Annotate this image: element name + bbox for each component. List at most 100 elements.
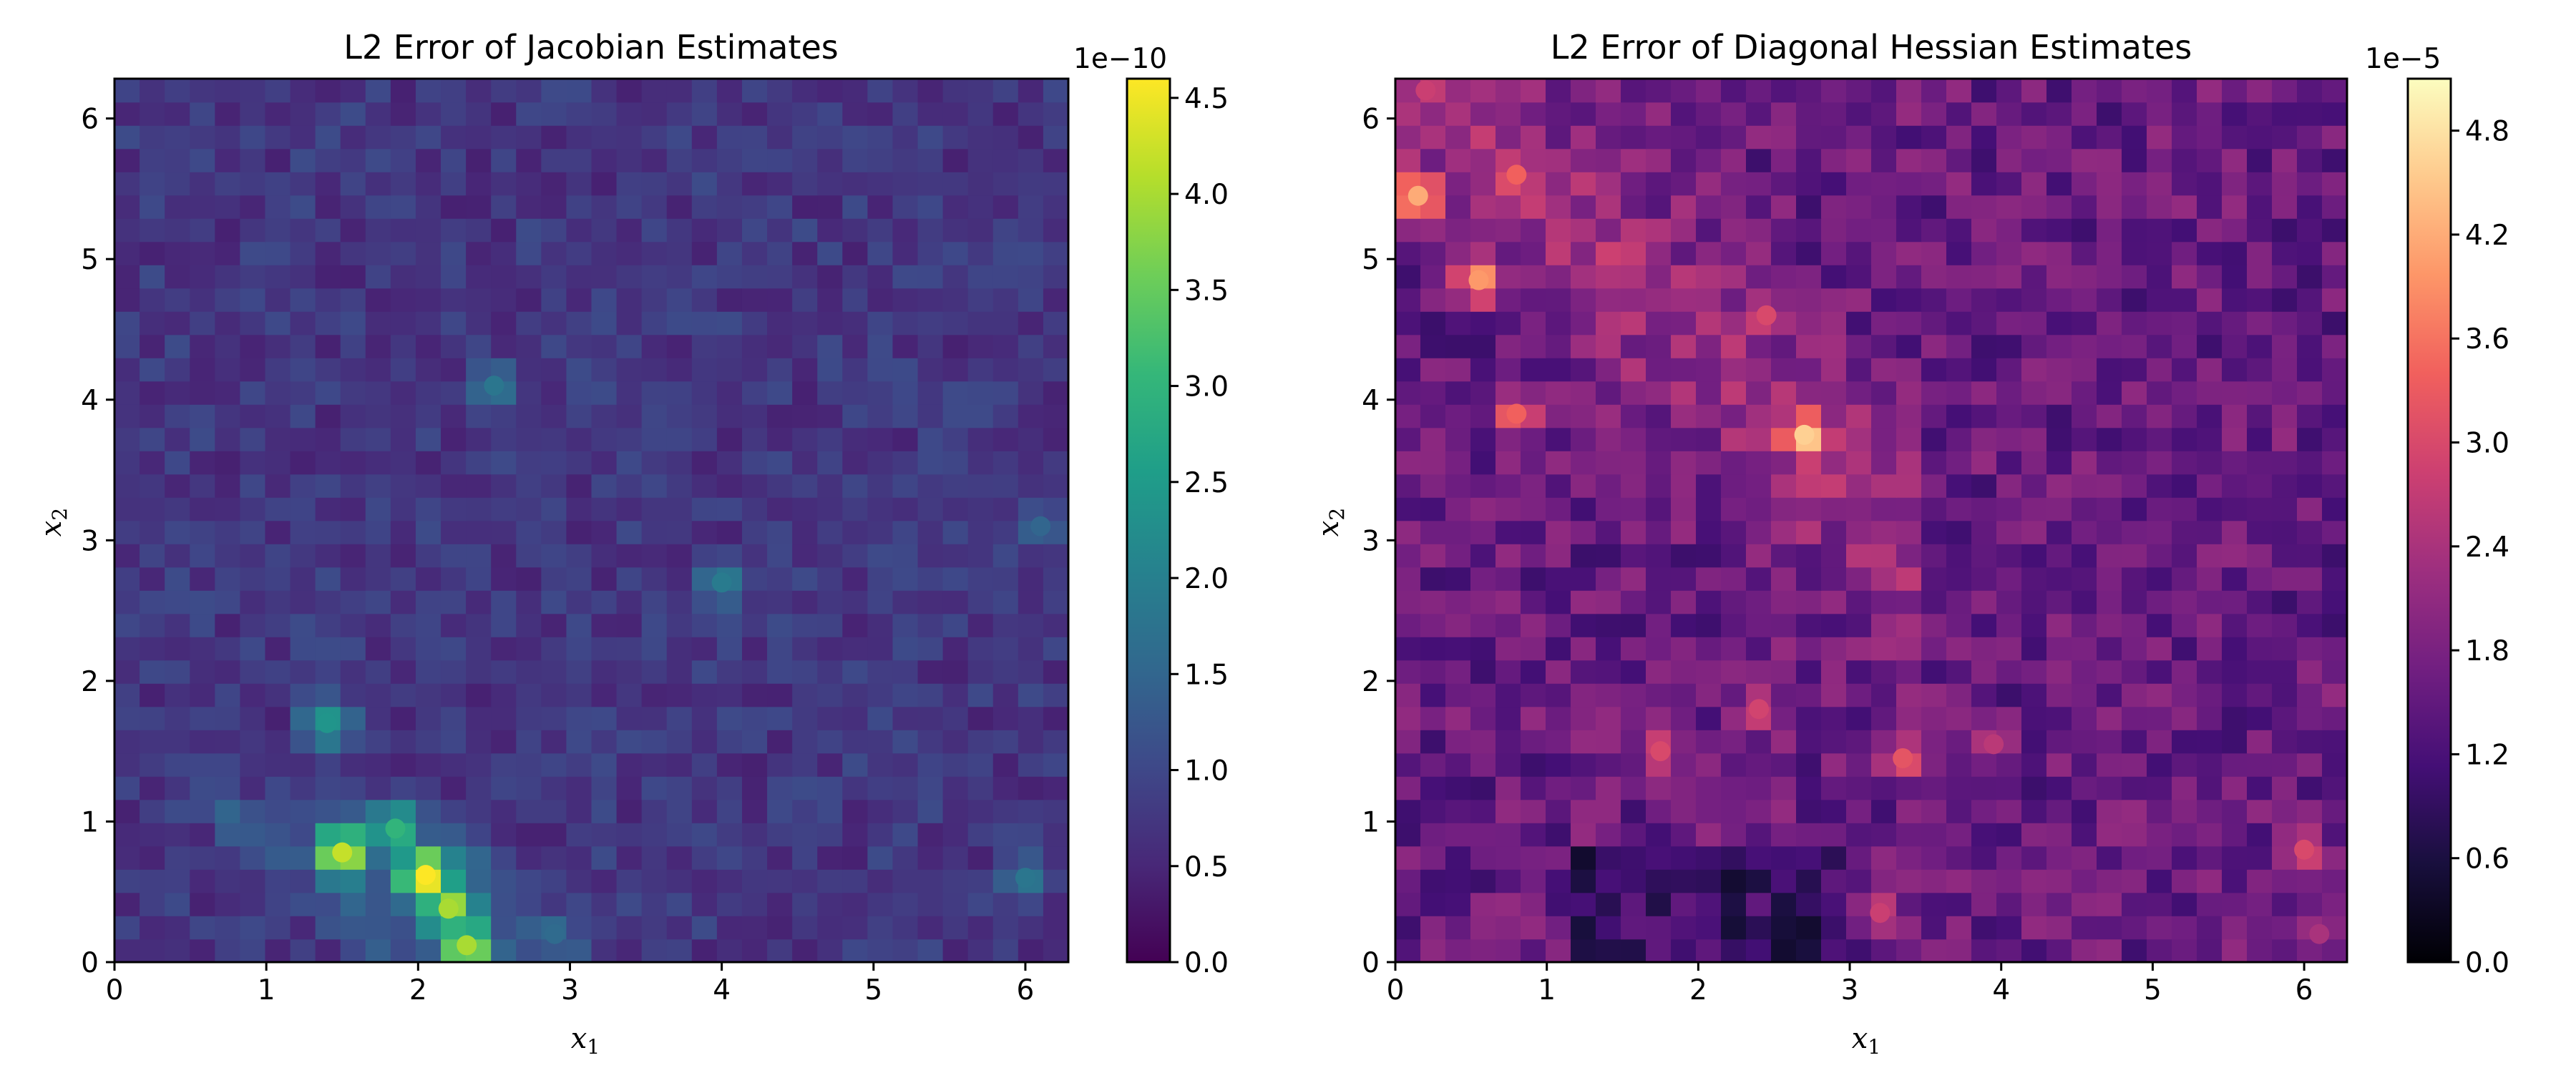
heatmap-cell (2147, 79, 2172, 103)
heatmap-cell (566, 520, 592, 544)
heatmap-cell (415, 79, 441, 103)
heatmap-cell (541, 241, 567, 265)
heatmap-cell (215, 846, 241, 870)
heatmap-cell (892, 79, 919, 103)
heatmap-cell (1921, 79, 1947, 103)
heatmap-cell (240, 939, 266, 962)
heatmap-cell (2046, 451, 2072, 475)
heatmap-cell (390, 265, 416, 289)
heatmap-cell (1546, 823, 1571, 847)
heatmap-cell (541, 451, 567, 475)
heatmap-cell (1596, 381, 1621, 405)
x-tick-label: 0 (1387, 974, 1405, 1006)
heatmap-cell (1546, 683, 1571, 707)
heatmap-cell (2322, 590, 2347, 614)
heatmap-cell (1018, 823, 1044, 847)
heatmap-cell (1971, 916, 1997, 940)
heatmap-cell (566, 706, 592, 730)
heatmap-cell (1470, 613, 1496, 637)
heatmap-cell (2046, 753, 2072, 777)
heatmap-cell (892, 497, 919, 521)
heatmap-cell (466, 125, 492, 150)
heatmap-cell (1771, 869, 1797, 893)
heatmap-cell (265, 823, 291, 847)
heatmap-cell (1420, 358, 1446, 382)
hotspot-peak (415, 865, 436, 886)
heatmap-cell (315, 381, 341, 405)
heatmap-cell (1996, 381, 2022, 405)
heatmap-cell (1896, 544, 1922, 568)
heatmap-cell (666, 939, 693, 962)
heatmap-cell (1971, 311, 1997, 335)
heatmap-cell (1946, 427, 1972, 451)
heatmap-cell (2147, 660, 2172, 684)
heatmap-cell (1546, 427, 1571, 451)
heatmap-cell (340, 660, 366, 684)
heatmap-cell (1996, 474, 2022, 498)
heatmap-cell (1646, 381, 1672, 405)
heatmap-cell (1971, 846, 1997, 870)
heatmap-cell (691, 590, 718, 614)
heatmap-cell (1043, 567, 1068, 591)
heatmap-cell (315, 590, 341, 614)
heatmap-cell (165, 288, 191, 312)
heatmap-cell (541, 637, 567, 661)
heatmap-cell (491, 520, 517, 544)
heatmap-cell (340, 799, 366, 823)
heatmap-cell (792, 683, 819, 707)
heatmap-cell (1896, 776, 1922, 800)
heatmap-cell (1546, 218, 1571, 242)
heatmap-cell (1470, 520, 1496, 544)
heatmap-cell (867, 79, 894, 103)
heatmap-cell (1821, 730, 1847, 754)
heatmap-cell (1796, 474, 1822, 498)
heatmap-cell (1896, 451, 1922, 475)
heatmap-cell (741, 590, 768, 614)
heatmap-cell (2122, 567, 2147, 591)
heatmap-cell (1971, 590, 1997, 614)
heatmap-cell (2097, 288, 2122, 312)
heatmap-cell (842, 474, 869, 498)
heatmap-cell (967, 241, 994, 265)
heatmap-cell (365, 358, 391, 382)
heatmap-cell (1018, 637, 1044, 661)
heatmap-cell (215, 613, 241, 637)
heatmap-cell (190, 823, 216, 847)
heatmap-cell (1896, 590, 1922, 614)
heatmap-cell (1871, 311, 1897, 335)
heatmap-cell (2021, 683, 2047, 707)
heatmap-cell (942, 404, 969, 428)
heatmap-cell (1796, 358, 1822, 382)
heatmap-cell (541, 892, 567, 916)
heatmap-cell (892, 730, 919, 754)
heatmap-cell (867, 590, 894, 614)
heatmap-cell (1043, 590, 1068, 614)
heatmap-cell (1771, 474, 1797, 498)
heatmap-cell (2097, 195, 2122, 219)
heatmap-cell (1671, 753, 1697, 777)
heatmap-cell (867, 613, 894, 637)
heatmap-cell (265, 846, 291, 870)
heatmap-cell (491, 195, 517, 219)
heatmap-cell (1420, 892, 1446, 916)
heatmap-cell (2297, 381, 2323, 405)
heatmap-cell (1821, 776, 1847, 800)
heatmap-cell (340, 102, 366, 126)
heatmap-cell (591, 102, 618, 126)
heatmap-cell (641, 846, 668, 870)
heatmap-cell (2147, 288, 2172, 312)
heatmap-cell (1896, 288, 1922, 312)
heatmap-cell (817, 334, 844, 358)
heatmap-cell (1846, 334, 1872, 358)
heatmap-cell (1796, 753, 1822, 777)
heatmap-cell (1596, 730, 1621, 754)
heatmap-cell (240, 334, 266, 358)
heatmap-cell (716, 613, 743, 637)
heatmap-cell (114, 706, 140, 730)
heatmap-cell (1571, 869, 1596, 893)
heatmap-cell (2297, 125, 2323, 150)
heatmap-cell (1470, 79, 1496, 103)
heatmap-cell (1671, 241, 1697, 265)
heatmap-cell (566, 637, 592, 661)
heatmap-cell (2297, 311, 2323, 335)
